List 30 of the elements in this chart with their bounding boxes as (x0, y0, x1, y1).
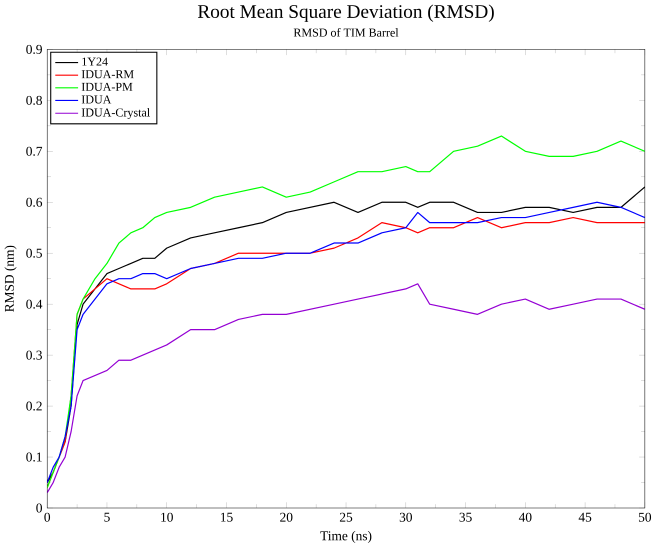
chart-subtitle: RMSD of TIM Barrel (294, 28, 398, 37)
x-tick-label: 15 (220, 512, 233, 522)
x-tick-label: 40 (518, 512, 532, 522)
legend-label: 1Y24 (82, 58, 108, 66)
legend-label: IDUA (82, 96, 112, 104)
y-tick-label: 0.9 (26, 45, 42, 54)
x-tick-label: 25 (340, 512, 352, 522)
legend-label: IDUA-RM (82, 70, 134, 79)
y-tick-label: 0.2 (26, 402, 42, 411)
y-tick-label: 0.5 (26, 248, 42, 258)
y-tick-label: 0 (36, 504, 42, 513)
y-tick-label: 0.7 (26, 147, 42, 156)
x-axis-title: Time (ns) (320, 531, 372, 544)
legend-label: IDUA-PM (82, 83, 132, 92)
y-tick-label: 0.6 (26, 198, 42, 208)
x-tick-label: 35 (460, 512, 472, 522)
x-tick-label: 30 (400, 512, 412, 522)
y-tick-label: 0.4 (26, 300, 42, 309)
x-tick-label: 20 (280, 512, 292, 522)
x-tick-label: 0 (44, 512, 50, 522)
chart-title: Root Mean Square Deviation (RMSD) (198, 4, 494, 22)
y-axis-title: RMSD (nm) (4, 246, 17, 312)
y-tick-label: 0.1 (26, 452, 42, 462)
y-tick-label: 0.8 (26, 96, 42, 106)
legend-label: IDUA-Crystal (82, 108, 150, 120)
y-tick-label: 0.3 (26, 350, 42, 360)
x-tick-label: 50 (638, 512, 652, 522)
x-tick-label: 45 (578, 512, 592, 522)
x-tick-label: 10 (161, 512, 173, 522)
x-tick-label: 5 (104, 512, 110, 522)
